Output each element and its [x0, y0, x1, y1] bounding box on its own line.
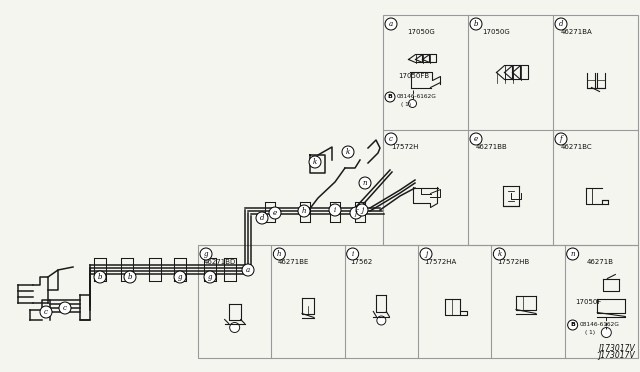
Text: c: c	[63, 304, 67, 312]
Text: a: a	[389, 20, 393, 28]
Text: 46271BB: 46271BB	[476, 144, 508, 150]
Text: ( 1): ( 1)	[585, 330, 595, 335]
Circle shape	[566, 248, 579, 260]
Text: i: i	[334, 206, 336, 214]
Text: f: f	[355, 209, 357, 217]
Circle shape	[385, 18, 397, 30]
Circle shape	[230, 323, 239, 333]
Text: c: c	[44, 308, 48, 316]
Text: e: e	[273, 209, 277, 217]
Circle shape	[342, 146, 354, 158]
Text: f: f	[560, 135, 563, 143]
Circle shape	[124, 271, 136, 283]
Circle shape	[377, 316, 386, 325]
Text: g: g	[204, 250, 208, 258]
Text: 17050G: 17050G	[407, 29, 435, 35]
Text: n: n	[570, 250, 575, 258]
Text: g: g	[208, 273, 212, 281]
Text: b: b	[98, 273, 102, 281]
Circle shape	[359, 177, 371, 189]
Circle shape	[273, 248, 285, 260]
Text: 17572HA: 17572HA	[424, 259, 456, 265]
Circle shape	[350, 207, 362, 219]
Text: 46271B: 46271B	[587, 259, 614, 265]
Text: a: a	[246, 266, 250, 274]
Text: k: k	[497, 250, 502, 258]
Text: J173017V: J173017V	[598, 344, 635, 353]
Text: 46271BA: 46271BA	[561, 29, 593, 35]
Text: ( 1): ( 1)	[401, 102, 411, 107]
Circle shape	[602, 327, 611, 337]
Circle shape	[385, 133, 397, 145]
Circle shape	[269, 207, 281, 219]
Circle shape	[555, 133, 567, 145]
Circle shape	[94, 271, 106, 283]
Text: 17562: 17562	[351, 259, 373, 265]
Bar	[198, 245, 638, 358]
Circle shape	[204, 271, 216, 283]
Text: j: j	[361, 206, 363, 214]
Text: g: g	[178, 273, 182, 281]
Circle shape	[256, 212, 268, 224]
Text: b: b	[128, 273, 132, 281]
Text: J173017V: J173017V	[598, 351, 635, 360]
Circle shape	[40, 306, 52, 318]
Circle shape	[408, 99, 417, 108]
Text: k: k	[346, 148, 350, 156]
Text: 17572HB: 17572HB	[497, 259, 529, 265]
Circle shape	[329, 204, 341, 216]
Circle shape	[174, 271, 186, 283]
Text: 17050FB: 17050FB	[398, 73, 429, 79]
Circle shape	[493, 248, 506, 260]
Text: e: e	[474, 135, 478, 143]
Circle shape	[356, 204, 368, 216]
Text: 08146-6162G: 08146-6162G	[580, 322, 620, 327]
Circle shape	[555, 18, 567, 30]
Text: c: c	[389, 135, 393, 143]
Text: n: n	[363, 179, 367, 187]
Text: d: d	[559, 20, 563, 28]
Circle shape	[347, 248, 358, 260]
Text: h: h	[301, 207, 307, 215]
Text: j: j	[425, 250, 427, 258]
Text: 08146-6162G: 08146-6162G	[397, 94, 437, 99]
Text: k: k	[313, 158, 317, 166]
Text: d: d	[260, 214, 264, 222]
Circle shape	[568, 320, 578, 330]
Text: 46271BE: 46271BE	[277, 259, 308, 265]
Circle shape	[385, 92, 395, 102]
Text: 46271BD: 46271BD	[204, 259, 236, 265]
Text: 17050F: 17050F	[575, 299, 602, 305]
Circle shape	[298, 205, 310, 217]
Text: b: b	[474, 20, 478, 28]
Circle shape	[59, 302, 71, 314]
Circle shape	[200, 248, 212, 260]
Text: i: i	[351, 250, 354, 258]
Circle shape	[470, 18, 482, 30]
Circle shape	[470, 133, 482, 145]
Text: B: B	[570, 323, 575, 327]
Text: 46271BC: 46271BC	[561, 144, 593, 150]
Bar	[383, 15, 638, 245]
Text: 17050G: 17050G	[482, 29, 509, 35]
Text: B: B	[388, 94, 392, 99]
Circle shape	[420, 248, 432, 260]
Circle shape	[242, 264, 254, 276]
Text: h: h	[277, 250, 282, 258]
Text: 17572H: 17572H	[391, 144, 419, 150]
Circle shape	[309, 156, 321, 168]
